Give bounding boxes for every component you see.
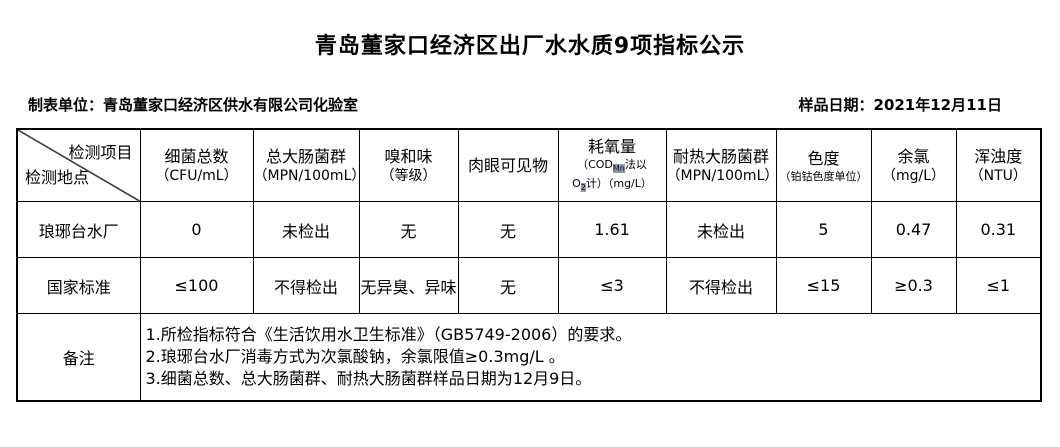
page: 青岛董家口经济区出厂水水质9项指标公示 制表单位：青岛董家口经济区供水有限公司化… xyxy=(0,28,1060,402)
col-header-residual-chlorine: 余氯 （mg/L） xyxy=(870,128,957,202)
cell-value: 不得检出 xyxy=(665,257,777,314)
col-header-thermotolerant-coliform: 耐热大肠菌群 （MPN/100mL） xyxy=(665,128,777,202)
note-line-3: 3.细菌总数、总大肠菌群、耐热大肠菌群样品日期为12月9日。 xyxy=(145,369,592,388)
info-row: 制表单位：青岛董家口经济区供水有限公司化验室 样品日期：2021年12月11日 xyxy=(28,94,1002,115)
table-row-plant: 琅琊台水厂 0 未检出 无 无 1.61 未检出 5 0.47 0.31 xyxy=(16,201,1042,258)
note-line-2: 2.琅琊台水厂消毒方式为次氯酸钠，余氯限值≥0.3mg/L 。 xyxy=(145,347,565,366)
table-row-notes: 备注 1.所检指标符合《生活饮用水卫生标准》（GB5749-2006）的要求。 … xyxy=(16,313,1042,402)
col-header-cod: 耗氧量 （CODMn法以 O2计）（mg/L） xyxy=(557,128,667,202)
sample-date-label: 样品日期：2021年12月11日 xyxy=(798,96,1003,114)
cell-value: 不得检出 xyxy=(252,257,360,314)
corner-label-location: 检测地点 xyxy=(25,168,90,187)
notes-content: 1.所检指标符合《生活饮用水卫生标准》（GB5749-2006）的要求。 2.琅… xyxy=(139,313,1042,402)
row-location: 国家标准 xyxy=(16,257,141,314)
corner-cell: 检测项目 检测地点 xyxy=(16,128,141,202)
cell-value: 0.31 xyxy=(955,201,1042,258)
row-location: 琅琊台水厂 xyxy=(16,201,141,258)
cell-value: ≤1 xyxy=(955,257,1042,314)
cell-value: 无 xyxy=(457,201,559,258)
cell-value: ≤100 xyxy=(139,257,254,314)
col-header-odor-taste: 嗅和味 （等级） xyxy=(358,128,459,202)
cell-value: 5 xyxy=(775,201,872,258)
cell-value: 无 xyxy=(358,201,459,258)
col-header-chroma: 色度 （铂钴色度单位） xyxy=(775,128,872,202)
col-header-bacteria-count: 细菌总数 （CFU/mL） xyxy=(139,128,254,202)
col-header-turbidity: 浑浊度 （NTU） xyxy=(955,128,1042,202)
cell-value: 无 xyxy=(457,257,559,314)
prepared-by-label: 制表单位：青岛董家口经济区供水有限公司化验室 xyxy=(28,96,359,114)
corner-label-item: 检测项目 xyxy=(68,143,133,162)
notes-label: 备注 xyxy=(16,313,141,402)
cell-value: 0.47 xyxy=(870,201,957,258)
oxygen-subscript-2: 2 xyxy=(580,183,586,193)
page-title: 青岛董家口经济区出厂水水质9项指标公示 xyxy=(314,34,746,59)
note-line-1: 1.所检指标符合《生活饮用水卫生标准》（GB5749-2006）的要求。 xyxy=(145,325,632,344)
diagonal-divider-line xyxy=(18,130,139,201)
water-quality-table: 检测项目 检测地点 细菌总数 （CFU/mL） 总大肠菌群 （MPN/100mL… xyxy=(16,128,1042,402)
col-header-total-coliform: 总大肠菌群 （MPN/100mL） xyxy=(252,128,360,202)
cell-value: 0 xyxy=(139,201,254,258)
cell-value: 未检出 xyxy=(665,201,777,258)
table-row-national-standard: 国家标准 ≤100 不得检出 无异臭、异味 无 ≤3 不得检出 ≤15 ≥0.3… xyxy=(16,257,1042,314)
cod-unit-line2: O2计）（mg/L） xyxy=(572,177,652,193)
col-header-visible-matter: 肉眼可见物 xyxy=(457,128,559,202)
cell-value: 无异臭、异味 xyxy=(358,257,459,314)
cell-value: ≥0.3 xyxy=(870,257,957,314)
cell-value: 1.61 xyxy=(557,201,667,258)
cod-unit-line1: （CODMn法以 xyxy=(577,157,647,173)
cod-subscript-mn: Mn xyxy=(612,164,625,173)
cell-value: 未检出 xyxy=(252,201,360,258)
cell-value: ≤15 xyxy=(775,257,872,314)
table-header-row: 检测项目 检测地点 细菌总数 （CFU/mL） 总大肠菌群 （MPN/100mL… xyxy=(16,128,1042,202)
cell-value: ≤3 xyxy=(557,257,667,314)
